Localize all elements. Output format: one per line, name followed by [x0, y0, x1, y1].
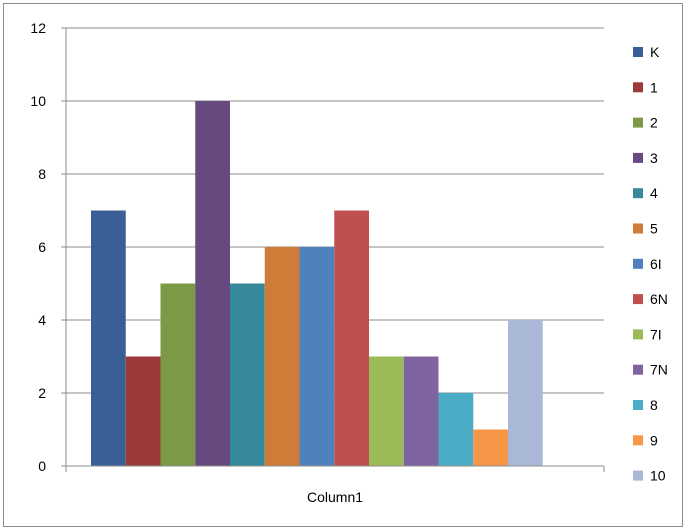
legend: K 1 2 3 4 5 6I 6N 7I 7N 8 9 10	[633, 44, 668, 484]
legend-label: 7N	[650, 362, 668, 378]
bar-7N	[403, 356, 439, 466]
bar-1	[125, 356, 161, 466]
legend-label: 5	[650, 221, 658, 237]
legend-swatch	[633, 294, 643, 305]
bar-6I	[299, 247, 335, 466]
bar-3	[195, 101, 230, 466]
legend-swatch	[633, 329, 643, 340]
legend-swatch	[633, 188, 643, 199]
y-tick-label: 4	[38, 312, 46, 328]
y-tick-label: 0	[38, 458, 46, 474]
legend-label: 2	[650, 115, 658, 131]
legend-swatch	[633, 117, 643, 128]
y-tick-labels: 0 2 4 6 8 10 12	[30, 20, 46, 474]
y-tick-label: 2	[38, 385, 46, 401]
legend-swatch	[633, 364, 643, 375]
legend-label: 9	[650, 432, 658, 448]
bar-10	[508, 320, 543, 466]
bar-K	[91, 210, 126, 466]
y-tick-label: 6	[38, 239, 46, 255]
legend-label: 10	[650, 468, 666, 484]
bar-7I	[369, 356, 404, 466]
legend-swatch	[633, 470, 643, 481]
legend-label: 6I	[650, 256, 662, 272]
legend-swatch	[633, 82, 643, 93]
legend-swatch	[633, 223, 643, 234]
axes	[65, 28, 604, 467]
y-tick-label: 10	[30, 93, 46, 109]
bar-6N	[334, 210, 369, 466]
legend-label: 6N	[650, 291, 668, 307]
legend-swatch	[633, 435, 643, 446]
legend-swatch	[633, 258, 643, 269]
bar-5	[264, 247, 300, 466]
bar-8	[438, 393, 474, 466]
legend-label: 1	[650, 79, 658, 95]
legend-swatch	[633, 47, 643, 57]
legend-swatch	[633, 400, 643, 410]
legend-label: 3	[650, 150, 658, 166]
legend-swatch	[633, 152, 643, 163]
bars	[91, 101, 543, 466]
bar-4	[230, 283, 265, 466]
legend-label: K	[650, 44, 660, 60]
y-tick-label: 8	[38, 166, 46, 182]
legend-label: 7I	[650, 326, 662, 342]
legend-label: 4	[650, 185, 658, 201]
x-category-label: Column1	[307, 489, 363, 505]
bar-9	[473, 429, 508, 466]
legend-label: 8	[650, 397, 658, 413]
bar-2	[160, 283, 196, 466]
y-tick-label: 12	[30, 20, 46, 36]
